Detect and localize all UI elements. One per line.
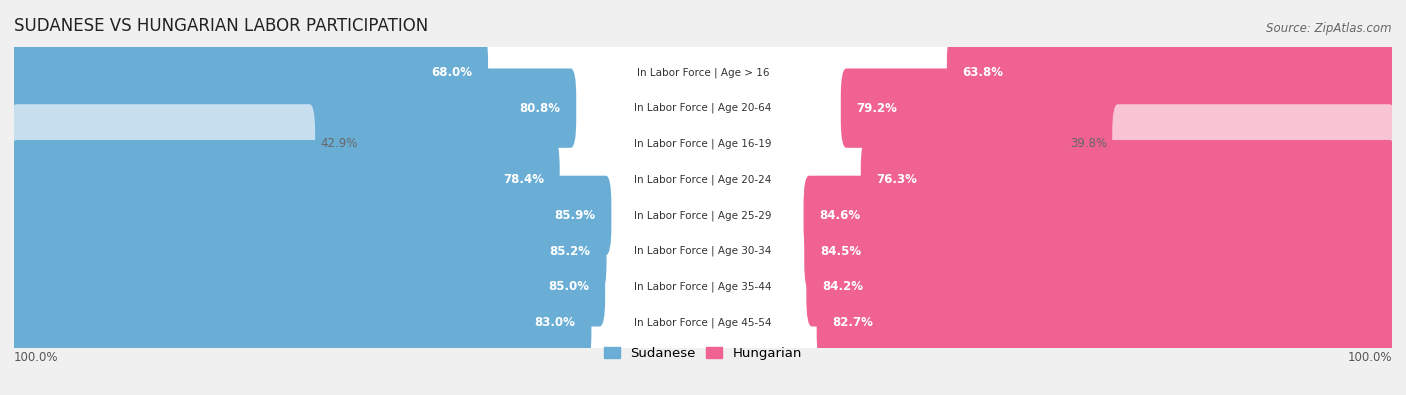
Text: 83.0%: 83.0%	[534, 316, 575, 329]
FancyBboxPatch shape	[11, 33, 488, 112]
Text: 78.4%: 78.4%	[503, 173, 544, 186]
FancyBboxPatch shape	[817, 283, 1395, 362]
FancyBboxPatch shape	[11, 66, 1395, 150]
Text: 42.9%: 42.9%	[321, 137, 357, 150]
FancyBboxPatch shape	[11, 280, 1395, 365]
FancyBboxPatch shape	[11, 211, 606, 291]
FancyBboxPatch shape	[1112, 104, 1395, 184]
FancyBboxPatch shape	[11, 104, 315, 184]
FancyBboxPatch shape	[11, 247, 605, 327]
FancyBboxPatch shape	[11, 209, 1395, 293]
Text: 85.2%: 85.2%	[550, 245, 591, 258]
Text: 85.0%: 85.0%	[548, 280, 589, 293]
Text: In Labor Force | Age > 16: In Labor Force | Age > 16	[637, 67, 769, 78]
FancyBboxPatch shape	[860, 140, 1395, 219]
Text: In Labor Force | Age 25-29: In Labor Force | Age 25-29	[634, 210, 772, 221]
Text: 85.9%: 85.9%	[554, 209, 596, 222]
Text: 100.0%: 100.0%	[1347, 351, 1392, 364]
FancyBboxPatch shape	[946, 33, 1395, 112]
FancyBboxPatch shape	[11, 245, 1395, 329]
Text: 39.8%: 39.8%	[1070, 137, 1108, 150]
Text: 80.8%: 80.8%	[519, 102, 561, 115]
Text: In Labor Force | Age 20-64: In Labor Force | Age 20-64	[634, 103, 772, 113]
Text: 84.5%: 84.5%	[820, 245, 862, 258]
Text: 63.8%: 63.8%	[963, 66, 1004, 79]
Text: In Labor Force | Age 20-24: In Labor Force | Age 20-24	[634, 174, 772, 185]
FancyBboxPatch shape	[11, 140, 560, 219]
Legend: Sudanese, Hungarian: Sudanese, Hungarian	[599, 341, 807, 365]
FancyBboxPatch shape	[11, 176, 612, 255]
Text: 82.7%: 82.7%	[832, 316, 873, 329]
Text: SUDANESE VS HUNGARIAN LABOR PARTICIPATION: SUDANESE VS HUNGARIAN LABOR PARTICIPATIO…	[14, 17, 429, 35]
FancyBboxPatch shape	[11, 283, 592, 362]
FancyBboxPatch shape	[804, 211, 1395, 291]
Text: In Labor Force | Age 35-44: In Labor Force | Age 35-44	[634, 282, 772, 292]
Text: 84.6%: 84.6%	[820, 209, 860, 222]
FancyBboxPatch shape	[11, 137, 1395, 222]
Text: 76.3%: 76.3%	[876, 173, 918, 186]
FancyBboxPatch shape	[11, 173, 1395, 258]
FancyBboxPatch shape	[841, 68, 1395, 148]
Text: 100.0%: 100.0%	[14, 351, 59, 364]
FancyBboxPatch shape	[11, 30, 1395, 115]
Text: 84.2%: 84.2%	[823, 280, 863, 293]
FancyBboxPatch shape	[11, 102, 1395, 186]
FancyBboxPatch shape	[11, 68, 576, 148]
FancyBboxPatch shape	[804, 176, 1395, 255]
Text: In Labor Force | Age 45-54: In Labor Force | Age 45-54	[634, 317, 772, 328]
Text: 68.0%: 68.0%	[432, 66, 472, 79]
Text: In Labor Force | Age 16-19: In Labor Force | Age 16-19	[634, 139, 772, 149]
FancyBboxPatch shape	[807, 247, 1395, 327]
Text: 79.2%: 79.2%	[856, 102, 897, 115]
Text: In Labor Force | Age 30-34: In Labor Force | Age 30-34	[634, 246, 772, 256]
Text: Source: ZipAtlas.com: Source: ZipAtlas.com	[1267, 22, 1392, 35]
